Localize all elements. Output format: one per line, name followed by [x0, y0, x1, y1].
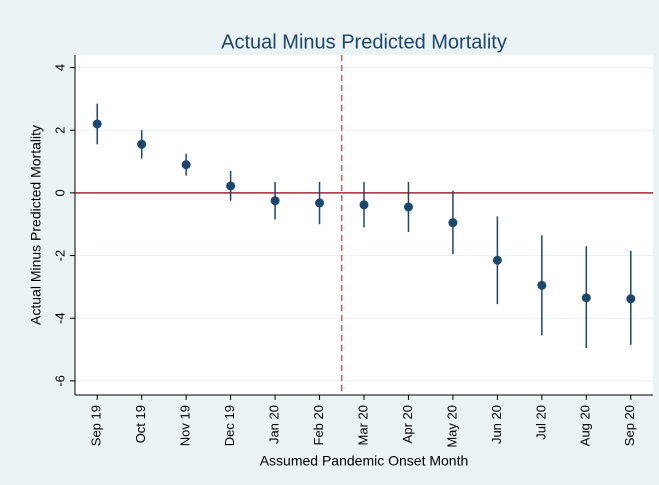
- y-tick-label: 4: [52, 64, 67, 71]
- point: [92, 119, 102, 129]
- y-axis-title: Actual Minus Predicted Mortality: [28, 125, 44, 325]
- x-tick-label: Jun 20: [489, 405, 504, 444]
- point: [626, 294, 636, 304]
- x-tick-label: Aug 20: [578, 405, 593, 446]
- x-tick-label: Dec 19: [222, 405, 237, 446]
- point: [137, 139, 147, 149]
- y-tick-label: 2: [52, 127, 67, 134]
- x-tick-label: Sep 20: [622, 405, 637, 446]
- x-tick-label: Feb 20: [311, 405, 326, 445]
- y-tick-label: -6: [52, 375, 67, 387]
- point: [581, 293, 591, 303]
- chart-title: Actual Minus Predicted Mortality: [221, 31, 507, 53]
- x-tick-label: Jul 20: [533, 405, 548, 440]
- point: [448, 218, 458, 228]
- x-tick-label: May 20: [444, 405, 459, 448]
- x-tick-label: Oct 19: [133, 405, 148, 443]
- y-tick-label: -4: [52, 312, 67, 324]
- point: [315, 198, 325, 208]
- point: [492, 255, 502, 265]
- point: [403, 202, 413, 212]
- point: [537, 280, 547, 290]
- point: [181, 160, 191, 170]
- x-tick-label: Apr 20: [400, 405, 415, 443]
- point: [226, 181, 236, 191]
- point: [270, 196, 280, 206]
- y-tick-label: -2: [52, 250, 67, 262]
- x-tick-label: Jan 20: [267, 405, 282, 444]
- x-tick-label: Nov 19: [178, 405, 193, 446]
- y-tick-label: 0: [52, 189, 67, 196]
- x-tick-label: Mar 20: [355, 405, 370, 445]
- x-tick-label: Sep 19: [89, 405, 104, 446]
- x-axis-title: Assumed Pandemic Onset Month: [260, 453, 469, 469]
- point: [359, 200, 369, 210]
